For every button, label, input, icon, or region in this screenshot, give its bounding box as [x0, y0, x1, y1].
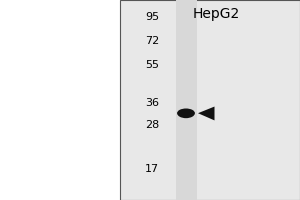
Text: 36: 36 [145, 98, 159, 108]
Bar [176, 0, 197, 200]
Text: 28: 28 [145, 120, 159, 130]
Text: 95: 95 [145, 12, 159, 22]
Text: 72: 72 [145, 36, 159, 46]
Bar [120, 0, 300, 200]
Text: 17: 17 [145, 164, 159, 174]
Text: HepG2: HepG2 [192, 7, 240, 21]
Text: 55: 55 [145, 60, 159, 70]
Ellipse shape [177, 108, 195, 118]
Polygon shape [198, 107, 214, 120]
